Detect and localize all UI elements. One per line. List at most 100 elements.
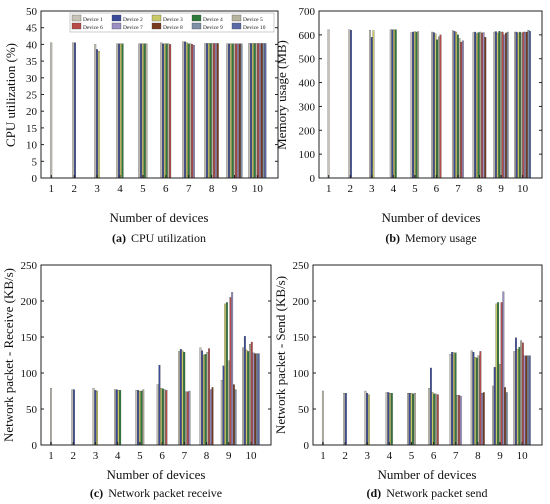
panel-d-ytick-label: 200 — [293, 296, 310, 308]
panel-a-xtick-label: 5 — [140, 183, 146, 195]
legend-swatch — [231, 14, 242, 22]
panel-a-xtick-label: 4 — [117, 183, 123, 195]
panel-c-ytick-label: 50 — [26, 404, 38, 416]
panel-d-bar — [481, 393, 483, 446]
panel-c-caption: (c) Network packet receive — [90, 486, 222, 500]
panel-a-bar — [162, 43, 164, 179]
panel-a-xlabel: Number of devices — [110, 210, 209, 225]
panel-c-bar — [135, 390, 138, 446]
panel-b-caption-letter: (b) — [385, 231, 400, 245]
panel-b-xtick-label: 5 — [412, 183, 418, 195]
panel-d-bar — [390, 393, 393, 446]
legend-label: Device 5 — [243, 17, 263, 23]
panel-d-bar — [498, 364, 501, 446]
panel-d-plot-frame — [312, 264, 543, 446]
panel-c-xtick-label: 7 — [182, 450, 188, 462]
panel-d-bar — [482, 392, 485, 446]
panel-a-bar — [259, 43, 261, 179]
panel-a-bar — [240, 43, 243, 179]
panel-c-bar — [137, 390, 139, 446]
panel-a-bar — [121, 43, 124, 179]
panel-d-bar — [344, 393, 347, 446]
panel-d-bar — [513, 351, 516, 446]
panel-b-caption-text: Memory usage — [405, 231, 477, 245]
panel-d-axes: 0 50 100 150 200 250 1 2 3 4 5 6 7 8 9 10 — [293, 260, 542, 462]
panel-b-bar — [415, 31, 418, 179]
panel-a-xtick-label: 3 — [94, 183, 100, 195]
panel-d-bar — [413, 393, 416, 446]
panel-d-bar — [454, 352, 457, 446]
panel-d-bar — [433, 393, 436, 446]
panel-c-axes: 0 50 100 150 200 250 1 2 3 4 5 6 7 8 9 10 — [21, 260, 271, 462]
panel-c-bar — [229, 297, 232, 446]
panel-a-bar — [211, 43, 214, 179]
panel-d-xtick-label: 10 — [517, 450, 529, 462]
panel-b-bar — [432, 32, 435, 179]
panel-a-caption: (a) CPU utilization — [112, 231, 206, 245]
panel-d-bar — [477, 355, 480, 446]
panel-c-bar — [158, 364, 161, 446]
panel-d-ytick-label: 100 — [293, 368, 310, 380]
panel-d-bar — [520, 340, 523, 446]
panel-a-bar — [182, 41, 185, 179]
panel-b-bar — [474, 31, 477, 179]
panel-c-bar — [250, 341, 253, 446]
panel-d-bar — [528, 355, 531, 446]
panel-a-bar — [253, 43, 256, 179]
panel-c-bar — [231, 292, 234, 446]
panel-d-bar — [521, 342, 524, 446]
panel-b-bar — [479, 31, 482, 179]
panel-b-bar — [520, 32, 523, 179]
panel-c-bar — [208, 348, 210, 446]
panel-c-xtick-label: 10 — [246, 450, 258, 462]
panel-c-bar — [138, 390, 141, 446]
panel-c-bar — [71, 389, 74, 446]
panel-d-bar — [527, 355, 529, 446]
panel-b-bar — [522, 31, 525, 179]
panel-a-bar — [97, 50, 100, 179]
panel-b-bar — [462, 40, 464, 179]
panel-a-bar — [143, 43, 146, 179]
panel-a-ytick-label: 20 — [26, 106, 38, 118]
panel-d-bar — [456, 395, 459, 446]
legend-label: Device 1 — [83, 17, 103, 23]
panel-b-xlabel: Number of devices — [382, 210, 481, 225]
panel-c-bar — [257, 353, 260, 446]
panel-d-bar — [407, 393, 409, 446]
panel-d-xtick-label: 5 — [409, 450, 415, 462]
panel-c-bar — [181, 350, 184, 446]
panel-a-bar — [189, 43, 192, 179]
panel-c-bar — [163, 389, 166, 446]
panel-b-bar — [410, 32, 413, 179]
panel-b-bar — [503, 34, 506, 179]
panel-a-bar — [209, 43, 212, 179]
panel-b-bar — [458, 38, 461, 179]
panel-b-ytick-label: 0 — [310, 173, 316, 185]
panel-c-bar — [209, 389, 212, 446]
panel-b-bar — [393, 29, 395, 179]
panel-b-bar — [506, 31, 509, 179]
legend-swatch — [151, 22, 162, 30]
legend-swatch — [111, 14, 122, 22]
panel-a-ytick-label: 50 — [26, 6, 38, 18]
panel-d-bar — [321, 390, 324, 446]
panel-a-bar — [191, 44, 194, 179]
panel-c-bar — [156, 384, 159, 446]
panel-b-bar — [417, 31, 420, 179]
panel-a-xtick-label: 1 — [49, 183, 55, 195]
panel-b-bar — [515, 31, 518, 179]
panel-a-bar — [235, 43, 238, 179]
panel-c-bar — [160, 387, 163, 446]
panel-c-bar — [249, 344, 251, 446]
panel-b-bar — [505, 32, 507, 179]
panel-b-bar — [391, 29, 394, 179]
panel-a-bar — [238, 43, 241, 179]
panel-b-bar — [477, 32, 480, 179]
panel-c-bar — [232, 384, 235, 446]
panel-a-ylabel: CPU utilization (%) — [3, 43, 18, 147]
panel-c-ytick-label: 200 — [21, 296, 38, 308]
panel-b-bar — [514, 31, 516, 179]
panel-d-xtick-label: 8 — [475, 450, 481, 462]
panel-c-bar — [183, 351, 186, 446]
panel-a-caption-text: CPU utilization — [131, 231, 206, 245]
